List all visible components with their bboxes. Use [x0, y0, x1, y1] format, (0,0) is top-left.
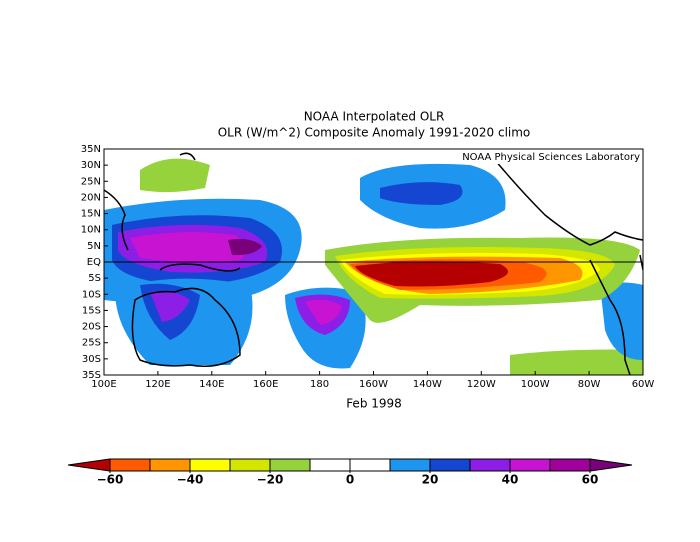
- lon-tick-label: 180: [310, 379, 329, 390]
- contour: [130, 232, 247, 263]
- title: NOAA Interpolated OLR: [304, 110, 445, 124]
- lat-tick-label: 25S: [82, 338, 101, 349]
- contour: [150, 291, 190, 322]
- lon-tick-label: 120W: [467, 379, 496, 390]
- coastline: [104, 152, 643, 375]
- colorbar-tick-label: 0: [346, 473, 354, 487]
- contour: [510, 349, 643, 375]
- contour: [305, 299, 342, 325]
- lat-tick-label: 25N: [81, 176, 101, 187]
- subtitle: OLR (W/m^2) Composite Anomaly 1991-2020 …: [218, 126, 531, 140]
- colorbar-box: [309, 458, 351, 472]
- colorbar-box: [349, 458, 391, 472]
- lat-tick-label: 30N: [81, 160, 101, 171]
- lon-tick-label: 80W: [578, 379, 601, 390]
- colorbar-box: [269, 458, 311, 472]
- lon-tick-label: 160E: [253, 379, 278, 390]
- lon-tick-label: 60W: [632, 379, 655, 390]
- colorbar-box: [509, 458, 551, 472]
- colorbar-tick-label: 60: [582, 473, 599, 487]
- contour: [380, 182, 463, 205]
- colorbar-box: [229, 458, 271, 472]
- colorbar-tick-label: 40: [502, 473, 519, 487]
- contour: [355, 261, 508, 287]
- colorbar-box: [429, 458, 471, 472]
- colorbar-box: [389, 458, 431, 472]
- lat-tick-label: 20S: [82, 322, 101, 333]
- colorbar-box: [549, 458, 591, 472]
- lon-tick-label: 140W: [413, 379, 442, 390]
- credit-box: [459, 150, 642, 164]
- lat-tick-label: EQ: [87, 257, 101, 268]
- colorbar-box: [149, 458, 191, 472]
- colorbar-tick-label: −20: [257, 473, 284, 487]
- lat-tick-label: 10S: [82, 289, 101, 300]
- contour: [228, 238, 262, 256]
- colorbar-tick-label: 20: [422, 473, 439, 487]
- colorbar-box: [469, 458, 511, 472]
- colorbar-box: [189, 458, 231, 472]
- lon-tick-label: 120E: [145, 379, 170, 390]
- colorbar-over: [589, 458, 633, 472]
- lon-tick-label: 100E: [91, 379, 116, 390]
- map-field: [104, 149, 643, 375]
- lon-tick-label: 160W: [359, 379, 388, 390]
- lat-tick-label: 5S: [88, 273, 101, 284]
- lon-tick-label: 140E: [199, 379, 224, 390]
- lat-tick-label: 5N: [87, 241, 101, 252]
- colorbar-box: [109, 458, 151, 472]
- lat-tick-label: 15S: [82, 305, 101, 316]
- lat-tick-label: 20N: [81, 192, 101, 203]
- credit: NOAA Physical Sciences Laboratory: [462, 152, 640, 163]
- colorbar-tick-label: −60: [97, 473, 124, 487]
- colorbar-tick-label: −40: [177, 473, 204, 487]
- lat-tick-label: 15N: [81, 209, 101, 220]
- lat-tick-label: 10N: [81, 225, 101, 236]
- colorbar-under: [67, 458, 111, 472]
- lat-tick-label: 35N: [81, 144, 101, 155]
- contour: [140, 158, 210, 193]
- lat-tick-label: 35S: [82, 370, 101, 381]
- lat-tick-label: 30S: [82, 354, 101, 365]
- caption: Feb 1998: [346, 397, 402, 411]
- lon-tick-label: 100W: [521, 379, 550, 390]
